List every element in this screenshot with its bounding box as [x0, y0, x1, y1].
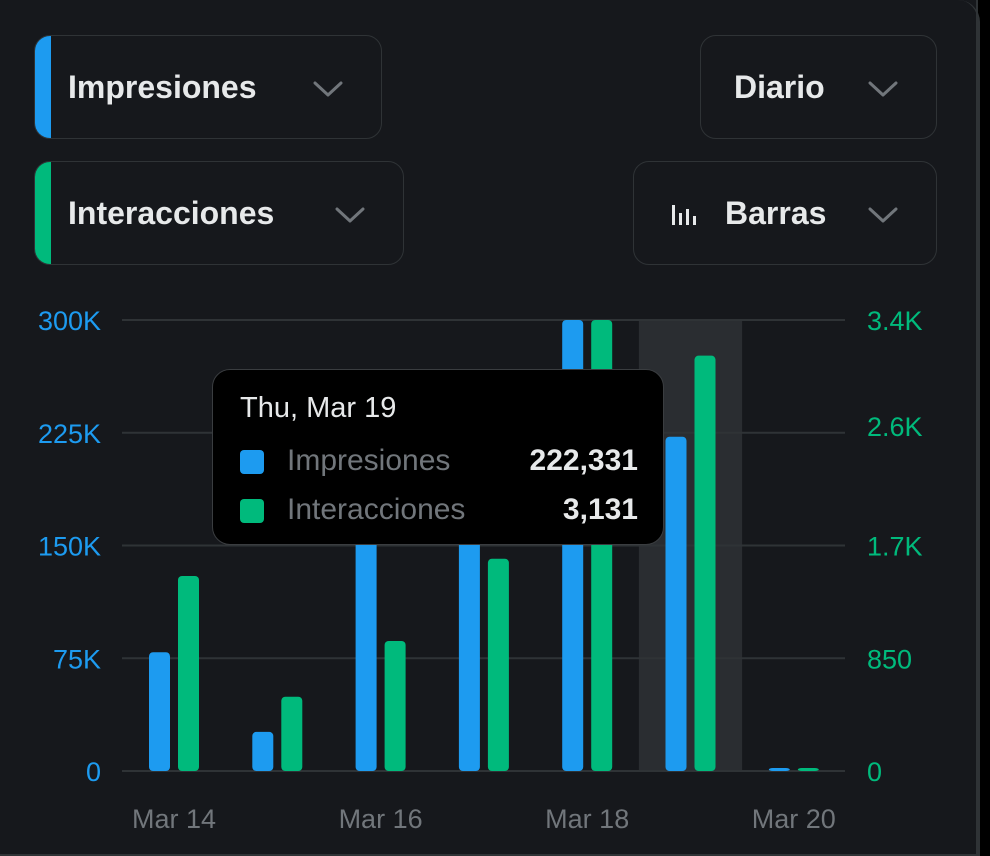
chevron-down-icon	[335, 207, 365, 223]
chevron-down-icon	[313, 81, 343, 97]
x-tick-label: Mar 16	[339, 804, 423, 834]
interval-dropdown[interactable]: Diario	[700, 35, 937, 139]
bar-impresiones	[458, 515, 480, 771]
chart-tooltip: Thu, Mar 19 Impresiones 222,331 Interacc…	[212, 369, 664, 545]
x-tick-label: Mar 18	[545, 804, 629, 834]
chart-type-label: Barras	[725, 195, 827, 231]
y-right-tick-label: 3.4K	[867, 306, 923, 336]
x-tick-label: Mar 14	[132, 804, 216, 834]
tooltip-value-impressions: 222,331	[529, 444, 638, 477]
chevron-down-icon	[868, 81, 898, 97]
tooltip-row-impressions: Impresiones 222,331	[240, 442, 638, 482]
x-tick-label: Mar 20	[752, 804, 836, 834]
y-right-tick-label: 2.6K	[867, 412, 923, 442]
metric1-color-swatch	[35, 36, 51, 138]
y-left-tick-label: 75K	[53, 644, 101, 674]
bar-interacciones	[487, 558, 509, 771]
bar-impresiones	[149, 652, 170, 771]
tooltip-swatch-interactions	[240, 499, 264, 523]
bar-interacciones	[694, 355, 716, 771]
y-left-tick-label: 225K	[38, 419, 101, 449]
interval-label: Diario	[734, 69, 825, 105]
metric2-label: Interacciones	[68, 195, 275, 231]
bar-impresiones	[252, 731, 274, 771]
y-right-tick-label: 850	[867, 644, 912, 674]
metric1-dropdown[interactable]: Impresiones	[34, 35, 382, 139]
tooltip-name-impressions: Impresiones	[287, 444, 451, 477]
bar-interacciones	[797, 768, 819, 771]
bar-chart-icon	[672, 205, 696, 225]
y-left-tick-label: 300K	[38, 306, 101, 336]
tooltip-value-interactions: 3,131	[562, 493, 638, 526]
bar-impresiones	[355, 527, 377, 771]
tooltip-row-interactions: Interacciones 3,131	[240, 491, 638, 531]
bar-interacciones	[281, 696, 303, 771]
metric1-label: Impresiones	[68, 69, 257, 105]
metric2-dropdown[interactable]: Interacciones	[34, 161, 404, 265]
bar-impresiones	[665, 436, 687, 771]
chart-type-dropdown[interactable]: Barras	[633, 161, 937, 265]
chevron-down-icon	[868, 207, 898, 223]
tooltip-name-interactions: Interacciones	[287, 493, 466, 526]
bar-interacciones	[384, 641, 406, 771]
y-right-tick-label: 0	[867, 757, 882, 787]
bar-interacciones	[178, 576, 199, 771]
bar-impresiones	[768, 768, 790, 771]
y-left-tick-label: 150K	[38, 532, 101, 562]
y-right-tick-label: 1.7K	[867, 532, 923, 562]
metric2-color-swatch	[35, 162, 51, 264]
y-left-tick-label: 0	[86, 757, 101, 787]
tooltip-date: Thu, Mar 19	[240, 392, 397, 424]
tooltip-swatch-impressions	[240, 450, 264, 474]
